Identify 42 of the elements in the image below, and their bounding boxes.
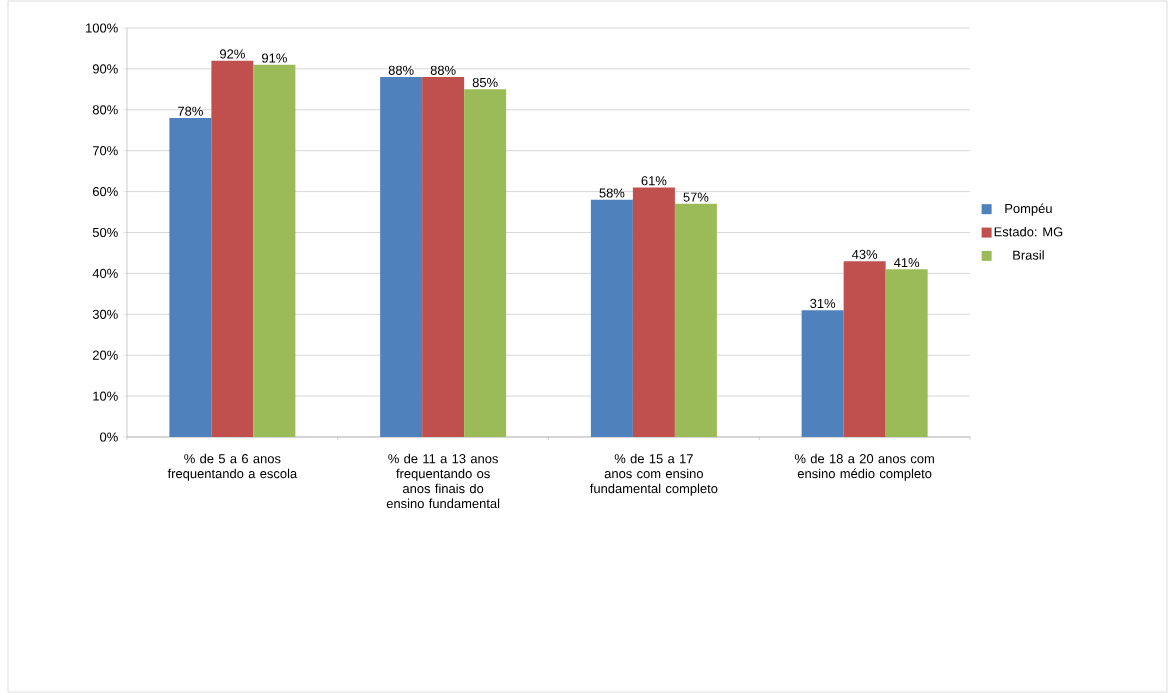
data-label: 92% [220, 49, 245, 59]
data-label: 43% [851, 249, 878, 259]
y-tick-label: 90% [92, 64, 118, 74]
bar [632, 187, 675, 437]
y-tick-label: 60% [92, 187, 118, 197]
x-tick-label: % de 5 a 6 anos frequentando a escola [167, 453, 298, 481]
y-tick-label: 50% [92, 227, 118, 238]
y-tick-label: 30% [92, 309, 118, 319]
bar [801, 310, 844, 437]
x-tick-label: % de 18 a 20 anos com ensino médio completo [794, 453, 934, 481]
y-tick-label: 80% [92, 105, 118, 115]
x-tick-label: % de 15 a 17 anos com ensino fundamental completo [589, 453, 718, 496]
legend-label: Brasil [1013, 250, 1044, 260]
bar [380, 77, 423, 437]
bar [211, 60, 254, 437]
data-label: 91% [262, 53, 287, 63]
bar [674, 203, 717, 437]
data-label: 58% [599, 188, 625, 198]
legend-label: Pompéu [1005, 203, 1052, 216]
bar [422, 77, 465, 437]
data-label: 85% [472, 77, 498, 88]
bar [843, 261, 886, 437]
data-label: 41% [893, 258, 920, 268]
bar [169, 117, 212, 437]
data-label: 57% [683, 192, 709, 202]
y-tick-label: 20% [92, 350, 118, 360]
data-label: 61% [641, 176, 667, 186]
bar [253, 64, 296, 437]
data-label: 78% [178, 106, 203, 116]
bar [590, 199, 633, 437]
bar [885, 269, 928, 437]
legend-label: Estado: MG [994, 226, 1063, 237]
y-tick-label: 40% [92, 268, 118, 278]
y-tick-label: 0% [100, 432, 118, 442]
bar [464, 89, 507, 437]
data-label: 88% [430, 65, 456, 75]
data-label: 88% [388, 65, 414, 75]
y-tick-label: 10% [93, 391, 118, 401]
data-label: 31% [810, 298, 836, 309]
y-tick-label: 100% [86, 23, 118, 33]
y-tick-label: 70% [92, 146, 118, 156]
x-tick-label: % de 11 a 13 anos frequentando os anos finais do ensino fundamental [386, 453, 500, 509]
